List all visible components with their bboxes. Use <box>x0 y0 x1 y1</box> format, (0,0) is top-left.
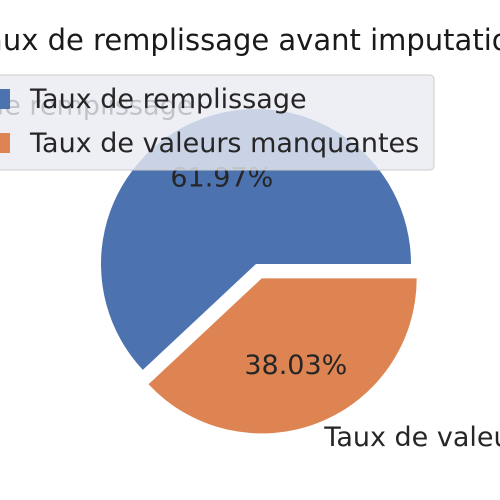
legend-frame <box>0 74 435 171</box>
legend-swatch-missing-rate <box>0 133 10 153</box>
legend-label-fill-rate: Taux de remplissage <box>29 84 307 115</box>
legend: Taux de remplissage Taux de valeurs manq… <box>0 74 435 171</box>
chart-title: Taux de remplissage avant imputation <box>0 23 500 57</box>
slice-value-label-missing-rate: 38.03% <box>244 350 347 381</box>
slice-outer-label-missing-rate: Taux de valeurs manquantes <box>323 422 500 453</box>
legend-label-missing-rate: Taux de valeurs manquantes <box>29 128 419 159</box>
pie-slices <box>100 109 417 434</box>
pie-slice-fill-rate <box>100 109 411 370</box>
legend-swatch-fill-rate <box>0 89 10 109</box>
pie-slice-missing-rate <box>148 278 417 434</box>
